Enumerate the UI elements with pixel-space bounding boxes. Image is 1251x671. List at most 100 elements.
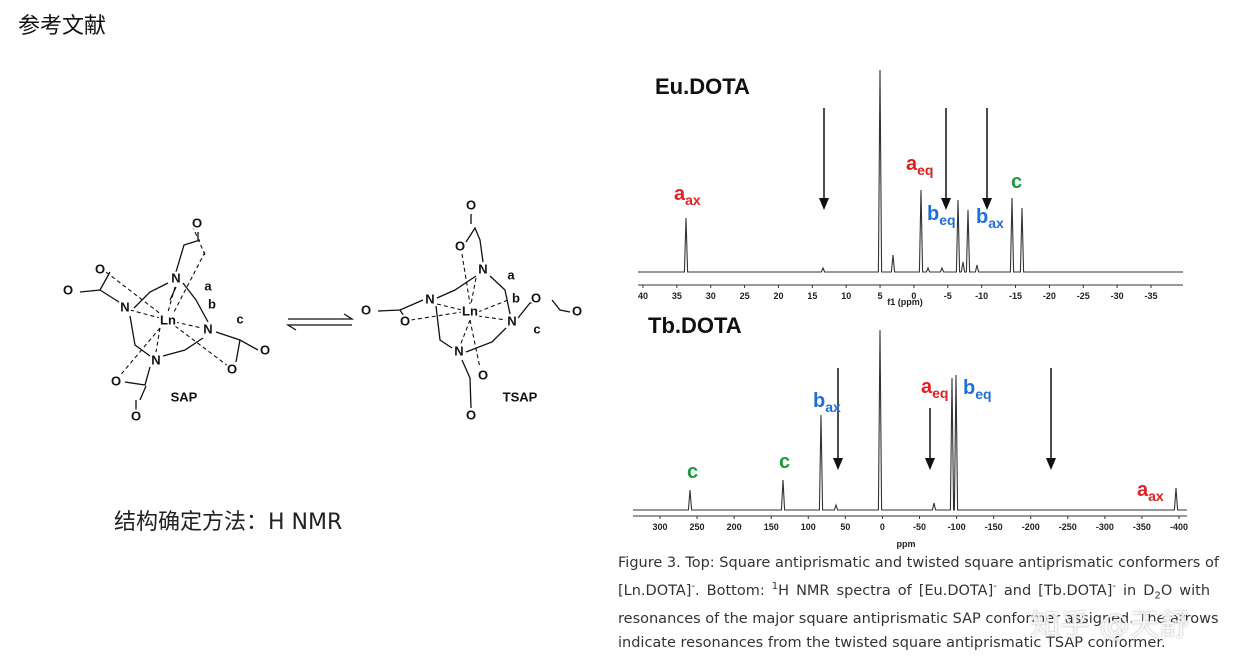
tick-label: -200 <box>1022 522 1040 532</box>
annotation-sub: ax <box>685 192 701 208</box>
caption-text: in D <box>1116 583 1155 600</box>
spectrum-trace <box>638 69 1183 273</box>
annotation-sub: eq <box>917 162 933 178</box>
atom-label: N <box>171 270 180 285</box>
annotation-main: b <box>963 377 975 399</box>
annotation-main: a <box>674 183 686 205</box>
atom-label: O <box>466 407 476 422</box>
caption-text: and [Tb.DOTA] <box>996 583 1113 600</box>
caption-text: indicate resonances from the twisted squ… <box>618 634 1166 651</box>
tick-label: 0 <box>880 522 885 532</box>
peak-annotation: aeq <box>906 153 933 178</box>
axis-label: f1 (ppm) <box>887 297 923 307</box>
tick-label: 35 <box>672 291 682 301</box>
annotation-main: b <box>976 206 988 228</box>
caption-text: O with <box>1160 583 1211 600</box>
spectrum-title: Eu.DOTA <box>655 74 750 99</box>
annotation-sub: eq <box>939 212 955 228</box>
arrow-head <box>941 198 951 210</box>
arrow-head <box>833 458 843 470</box>
annotation-main: b <box>927 203 939 225</box>
arrow-head <box>982 198 992 210</box>
annotation-main: a <box>921 376 933 398</box>
peak-annotation: c <box>779 451 790 473</box>
peak-annotation: c <box>1011 171 1022 193</box>
atom-label: c <box>236 311 243 326</box>
tick-label: 25 <box>740 291 750 301</box>
method-text: 结构确定方法：H NMR <box>114 510 343 535</box>
tick-label: 15 <box>807 291 817 301</box>
caption-text: Figure 3. Top: Square antiprismatic and … <box>618 555 1219 571</box>
atom-label: O <box>455 238 465 253</box>
atom-label: b <box>512 290 520 305</box>
tick-label: -400 <box>1170 522 1188 532</box>
tick-label: -50 <box>913 522 926 532</box>
tick-label: 20 <box>773 291 783 301</box>
atom-label: N <box>120 299 129 314</box>
tick-label: -25 <box>1077 291 1090 301</box>
annotation-sub: eq <box>975 386 991 402</box>
arrow-head <box>925 458 935 470</box>
peak-annotation: c <box>687 461 698 483</box>
atom-label: O <box>63 282 73 297</box>
atom-label: O <box>111 373 121 388</box>
tick-label: 30 <box>706 291 716 301</box>
tick-label: 50 <box>840 522 850 532</box>
caption-line: Figure 3. Top: Square antiprismatic and … <box>618 552 1219 575</box>
caption-text: 2 <box>1154 591 1161 603</box>
tick-label: 100 <box>801 522 816 532</box>
peak-annotation: bax <box>813 390 841 415</box>
annotation-main: c <box>1011 171 1022 193</box>
atom-label: O <box>466 197 476 212</box>
equilibrium-arrows <box>285 313 355 331</box>
atom-label: N <box>454 343 463 358</box>
caption-text: 1 <box>771 581 779 593</box>
watermark: 知乎 @天舒 <box>1030 608 1190 643</box>
atom-label: N <box>507 313 516 328</box>
annotation-sub: ax <box>825 399 841 415</box>
tick-label: -150 <box>985 522 1003 532</box>
peak-annotation: bax <box>976 206 1004 231</box>
annotation-main: a <box>1137 479 1149 501</box>
atom-label: b <box>208 296 216 311</box>
atom-label: O <box>227 361 237 376</box>
tick-label: -350 <box>1133 522 1151 532</box>
atom-label: O <box>531 290 541 305</box>
tick-label: 200 <box>727 522 742 532</box>
peak-annotation: beq <box>927 203 956 228</box>
annotation-main: b <box>813 390 825 412</box>
atom-label: c <box>533 321 540 336</box>
atom-label: O <box>192 215 202 230</box>
atom-label: Ln <box>462 303 478 318</box>
annotation-main: c <box>687 461 698 483</box>
atom-label: N <box>425 291 434 306</box>
caption-line: [Ln.DOTA]-. Bottom: 1H NMR spectra of [E… <box>618 575 1210 608</box>
annotation-main: c <box>779 451 790 473</box>
tick-label: 300 <box>652 522 667 532</box>
atom-label: O <box>95 261 105 276</box>
sap-bonds <box>79 224 259 410</box>
atom-label: O <box>260 342 270 357</box>
atom-label: N <box>203 321 212 336</box>
axis-label: ppm <box>897 539 916 549</box>
tick-label: 5 <box>878 291 883 301</box>
annotation-sub: ax <box>988 215 1004 231</box>
arrow-head <box>819 198 829 210</box>
atom-label: a <box>204 278 212 293</box>
caption-text: resonances of the major square antiprism… <box>618 611 1219 628</box>
tick-label: 150 <box>764 522 779 532</box>
spectrum-trace <box>633 329 1187 511</box>
figure-caption: Figure 3. Top: Square antiprismatic and … <box>618 552 1219 655</box>
structure-label: SAP <box>171 389 198 404</box>
atom-label: Ln <box>160 312 176 327</box>
tick-label: -20 <box>1043 291 1056 301</box>
tick-label: -5 <box>944 291 952 301</box>
annotation-sub: eq <box>932 385 948 401</box>
tick-label: -15 <box>1009 291 1022 301</box>
tick-label: -30 <box>1111 291 1124 301</box>
caption-line: indicate resonances from the twisted squ… <box>618 632 1210 655</box>
atom-label: O <box>131 408 141 423</box>
tick-label: -100 <box>948 522 966 532</box>
